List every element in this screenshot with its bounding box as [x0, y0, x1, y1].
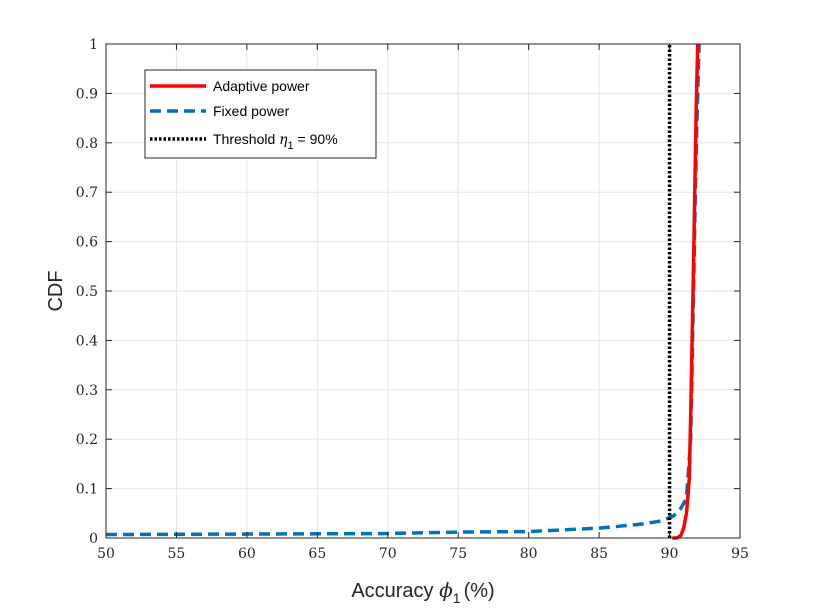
legend-label-threshold: Threshold η1 = 90%: [213, 131, 338, 152]
y-tick-label: 0.8: [76, 136, 98, 152]
x-tick-label: 60: [238, 546, 256, 562]
x-axis-title-subscript: 1: [453, 590, 461, 606]
series-adaptive-power: [672, 43, 700, 540]
y-tick-label: 0.5: [76, 284, 98, 300]
legend-label-adaptive: Adaptive power: [213, 78, 310, 94]
y-tick-label: 0.6: [76, 235, 98, 251]
x-tick-label: 70: [379, 546, 397, 562]
x-tick-label: 75: [449, 546, 467, 562]
tick-labels: 50 55 60 65 70 75 80 85 90 95 0 0.1 0.2 0.3 0.4 0.5 0.6 0…: [76, 37, 749, 562]
x-tick-label: 80: [520, 546, 538, 562]
y-tick-label: 0.1: [76, 482, 98, 498]
legend-threshold-subscript: 1: [288, 140, 294, 152]
ticks: [105, 43, 741, 539]
y-tick-label: 0.3: [76, 383, 98, 399]
y-tick-label: 0.4: [76, 333, 98, 349]
legend-label-fixed: Fixed power: [213, 103, 290, 119]
x-tick-label: 90: [661, 546, 679, 562]
x-axis-title-prefix: Accuracy: [351, 580, 439, 602]
y-tick-label: 0: [89, 531, 98, 547]
legend-threshold-suffix: = 90%: [294, 131, 338, 147]
x-tick-label: 55: [168, 546, 186, 562]
x-tick-label: 65: [308, 546, 326, 562]
x-axis-title-symbol: ϕ: [439, 578, 453, 602]
legend: Adaptive power Fixed power Threshold η1 …: [144, 69, 377, 159]
legend-threshold-prefix: Threshold: [213, 131, 279, 147]
y-axis-title: CDF: [45, 270, 67, 311]
x-axis-title-suffix: (%): [464, 580, 495, 602]
y-tick-label: 0.7: [76, 185, 98, 201]
x-tick-label: 85: [590, 546, 608, 562]
x-tick-label: 95: [731, 546, 749, 562]
y-tick-label: 0.9: [76, 86, 98, 102]
x-tick-label: 50: [97, 546, 115, 562]
y-tick-label: 0.2: [76, 432, 98, 448]
x-axis-title: Accuracy ϕ1 (%): [351, 578, 494, 606]
y-tick-label: 1: [89, 37, 98, 53]
legend-threshold-symbol: η: [279, 132, 288, 148]
series-layer: [105, 43, 701, 540]
